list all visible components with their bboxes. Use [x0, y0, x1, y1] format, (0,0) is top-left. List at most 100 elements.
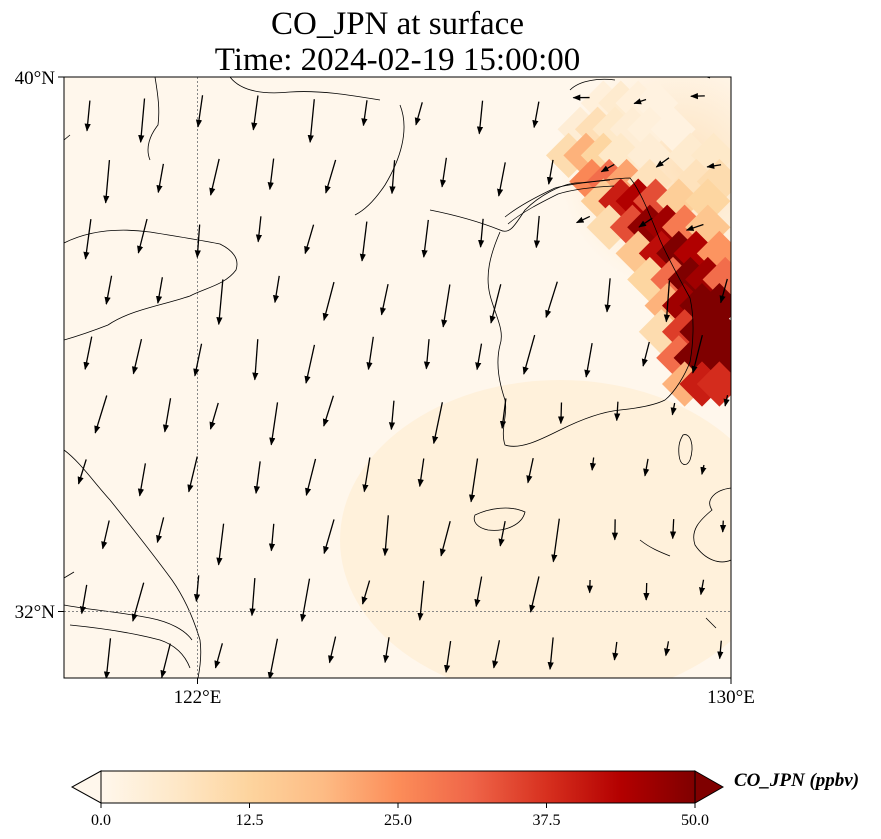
wind-arrow [612, 641, 619, 661]
wind-arrow [614, 401, 621, 422]
yangtze-south-bank [69, 624, 191, 669]
shandong-coast [64, 229, 238, 326]
map-frame [63, 76, 732, 679]
wind-arrow [584, 343, 593, 378]
wind-arrow [600, 163, 615, 173]
wind-arrow [670, 402, 677, 416]
wind-arrow [269, 402, 279, 446]
wind-arrow [359, 221, 368, 262]
wind-arrow [252, 339, 259, 381]
wind-arrow [546, 159, 554, 185]
colorbar-tick-label: 12.5 [236, 812, 264, 829]
wind-arrow [700, 464, 707, 475]
wind-arrow [103, 160, 111, 204]
x-tick-label-122: 122°E [174, 687, 222, 708]
jiangsu-north-coast [64, 324, 109, 341]
jiangsu-coast [64, 449, 202, 678]
korea-border-line-2 [507, 185, 615, 225]
wind-arrow [643, 582, 650, 601]
co-plume-layer [545, 80, 731, 407]
wind-arrow [160, 643, 171, 678]
korea-west-north-coast [429, 177, 694, 401]
wind-arrow [94, 395, 108, 434]
wind-arrow [79, 584, 88, 615]
wind-arrow [723, 394, 730, 407]
wind-arrow [187, 456, 198, 493]
kyushu-coast [693, 487, 731, 563]
korea-border-line-1 [504, 179, 611, 218]
wind-arrow [389, 160, 396, 195]
wind-arrow [272, 275, 280, 304]
tsushima-island [678, 434, 693, 465]
wind-arrow [361, 580, 371, 605]
wind-arrow [533, 215, 541, 249]
wind-arrow [475, 343, 483, 371]
wind-arrow [193, 343, 203, 377]
wind-arrow [388, 400, 396, 431]
wind-arrow [421, 219, 429, 258]
wind-arrow [545, 281, 558, 319]
wind-arrow [443, 640, 452, 673]
wind-arrow [156, 163, 165, 194]
wind-arrow [663, 280, 671, 323]
wind-arrow [719, 278, 728, 304]
wind-arrow [83, 219, 92, 260]
wind-arrow [641, 341, 650, 367]
wind-arrow [194, 224, 201, 259]
wind-arrow [522, 334, 536, 375]
wind-arrow [131, 338, 143, 375]
wind-arrow [304, 344, 316, 384]
wind-arrow [267, 638, 279, 678]
colorbar-gradient [101, 771, 695, 803]
wind-arrow [379, 283, 389, 316]
colorbar-tick-label: 50.0 [681, 812, 709, 829]
wind-arrow [604, 278, 611, 313]
wind-arrow [547, 637, 554, 670]
wind-arrow [633, 98, 647, 105]
jeju-island [473, 507, 526, 531]
wind-arrow [476, 100, 484, 135]
wind-arrow [489, 284, 502, 324]
wind-arrow [138, 98, 146, 143]
wind-arrow [324, 159, 337, 194]
wind-arrow [323, 519, 335, 555]
wind-arrow [526, 457, 534, 484]
liaodong-coast [147, 77, 160, 161]
liaodong-peninsula [354, 104, 405, 216]
wind-arrow [216, 279, 224, 326]
wind-arrow [268, 523, 276, 552]
colorbar-min-triangle [70, 770, 102, 804]
wind-arrow [532, 101, 540, 129]
wind-arrow [699, 579, 706, 596]
wind-arrow [300, 578, 311, 623]
wind-arrow [103, 638, 112, 678]
wind-arrow [251, 95, 259, 131]
wind-arrow [685, 223, 704, 231]
wind-arrow [366, 336, 374, 371]
colorbar-tick-label: 25.0 [384, 812, 412, 829]
wind-arrow [362, 457, 371, 493]
wind-arrow [414, 102, 423, 126]
colorbar-tick-label: 0.0 [91, 812, 111, 829]
wind-arrow [719, 520, 727, 533]
wind-arrow [691, 334, 703, 374]
wind-arrow [643, 458, 650, 477]
co-grid-cell [685, 178, 731, 224]
wind-arrow [441, 284, 451, 328]
wind-arrow [209, 158, 220, 196]
wind-arrow [529, 576, 540, 613]
wind-arrow [551, 518, 560, 563]
wind-arrow [497, 162, 506, 197]
wind-arrow [383, 637, 390, 664]
y-tick-label-32: 32°N [15, 602, 56, 623]
wind-arrow [137, 463, 147, 497]
wind-arrow [83, 336, 93, 370]
wind-arrow [214, 643, 223, 669]
wind-arrow [638, 217, 653, 228]
wind-arrow [328, 636, 337, 664]
wind-vectors [77, 92, 730, 678]
wind-arrow [137, 218, 148, 254]
wind-arrow [669, 519, 677, 540]
wind-arrow [469, 458, 479, 503]
